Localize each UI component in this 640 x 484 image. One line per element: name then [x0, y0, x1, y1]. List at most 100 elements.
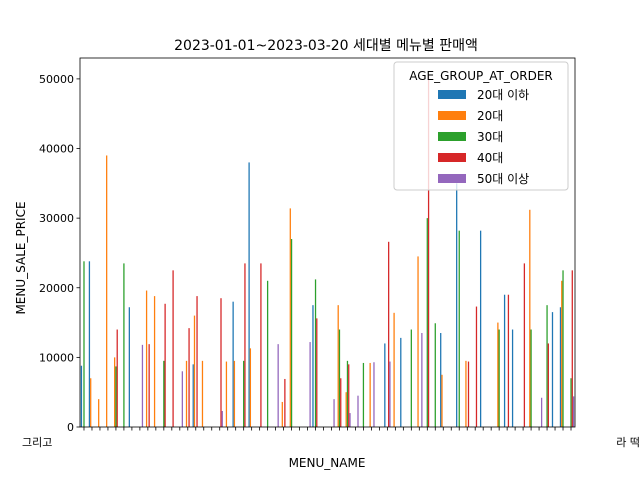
bar	[560, 307, 561, 427]
bar	[186, 361, 187, 427]
bar	[260, 263, 261, 427]
bar	[123, 263, 124, 427]
bar	[248, 162, 249, 427]
legend-swatch	[438, 153, 466, 162]
legend-swatch	[438, 174, 466, 183]
bar	[163, 361, 164, 427]
bar	[572, 270, 573, 427]
bar	[340, 378, 341, 427]
bar	[202, 361, 203, 427]
bar	[512, 330, 513, 427]
bar	[226, 362, 227, 427]
bar	[347, 361, 348, 427]
bar	[291, 239, 292, 427]
bar	[504, 295, 505, 427]
bar	[346, 392, 347, 427]
bar	[290, 208, 291, 427]
bar	[388, 242, 389, 427]
bar	[164, 304, 165, 427]
legend-label: 20대	[477, 109, 503, 123]
bar	[83, 261, 84, 427]
bar	[508, 295, 509, 427]
bar	[117, 330, 118, 427]
bar	[250, 348, 251, 427]
y-axis-label: MENU_SALE_PRICE	[14, 201, 28, 314]
bar	[315, 279, 316, 427]
bar	[196, 296, 197, 427]
bar	[541, 398, 542, 427]
x-axis-label: MENU_NAME	[289, 456, 366, 470]
bar	[333, 399, 334, 427]
bar	[400, 338, 401, 427]
bar	[146, 291, 147, 427]
bar	[524, 263, 525, 427]
bar	[546, 305, 547, 427]
legend-label: 20대 이하	[477, 88, 529, 102]
y-tick-label: 30000	[39, 212, 74, 225]
bar	[244, 263, 245, 427]
legend-title: AGE_GROUP_AT_ORDER	[409, 69, 553, 83]
bar	[90, 378, 91, 427]
bar	[417, 256, 418, 427]
legend: AGE_GROUP_AT_ORDER 20대 이하20대30대40대50대 이상	[394, 62, 568, 190]
bar	[427, 218, 428, 427]
bar	[81, 366, 82, 427]
bar	[384, 343, 385, 427]
bar	[312, 305, 313, 427]
bar	[480, 231, 481, 427]
bar	[194, 316, 195, 427]
bar	[267, 281, 268, 427]
bar	[154, 296, 155, 427]
bar	[465, 361, 466, 427]
x-tick-label-last: 라 떡	[616, 436, 640, 449]
bar	[149, 344, 150, 427]
bar	[338, 305, 339, 427]
chart-title: 2023-01-01~2023-03-20 세대별 메뉴별 판매액	[174, 38, 478, 54]
bar	[243, 361, 244, 427]
bar	[373, 362, 374, 427]
bar	[393, 313, 394, 427]
bar	[316, 318, 317, 427]
bar	[349, 413, 350, 427]
bar	[570, 378, 571, 427]
bar	[222, 411, 223, 427]
bar	[573, 396, 574, 427]
bar	[114, 357, 115, 427]
y-tick-label: 10000	[39, 351, 74, 364]
bar	[182, 371, 183, 427]
bar	[389, 362, 390, 427]
bar	[234, 361, 235, 427]
legend-label: 50대 이상	[477, 172, 529, 186]
bar	[421, 333, 422, 427]
bar	[499, 330, 500, 427]
legend-swatch	[438, 132, 466, 141]
bar	[278, 344, 279, 427]
bar	[98, 399, 99, 427]
bar	[411, 330, 412, 427]
bar	[363, 363, 364, 427]
bar	[435, 323, 436, 427]
bar	[497, 323, 498, 427]
bar	[456, 183, 457, 427]
bar	[172, 270, 173, 427]
y-tick-label: 50000	[39, 73, 74, 86]
bar	[89, 261, 90, 427]
bar	[115, 366, 116, 427]
bar	[232, 302, 233, 427]
bar	[284, 379, 285, 427]
bar	[129, 307, 130, 427]
bar	[339, 330, 340, 427]
bar	[348, 364, 349, 427]
bar	[357, 396, 358, 427]
bar	[142, 345, 143, 427]
y-tick-label: 40000	[39, 143, 74, 156]
bar	[440, 333, 441, 427]
legend-swatch	[438, 90, 466, 99]
bar	[529, 210, 530, 427]
legend-swatch	[438, 111, 466, 120]
y-tick-label: 0	[67, 421, 74, 434]
y-tick-label: 20000	[39, 282, 74, 295]
bar	[188, 328, 189, 427]
